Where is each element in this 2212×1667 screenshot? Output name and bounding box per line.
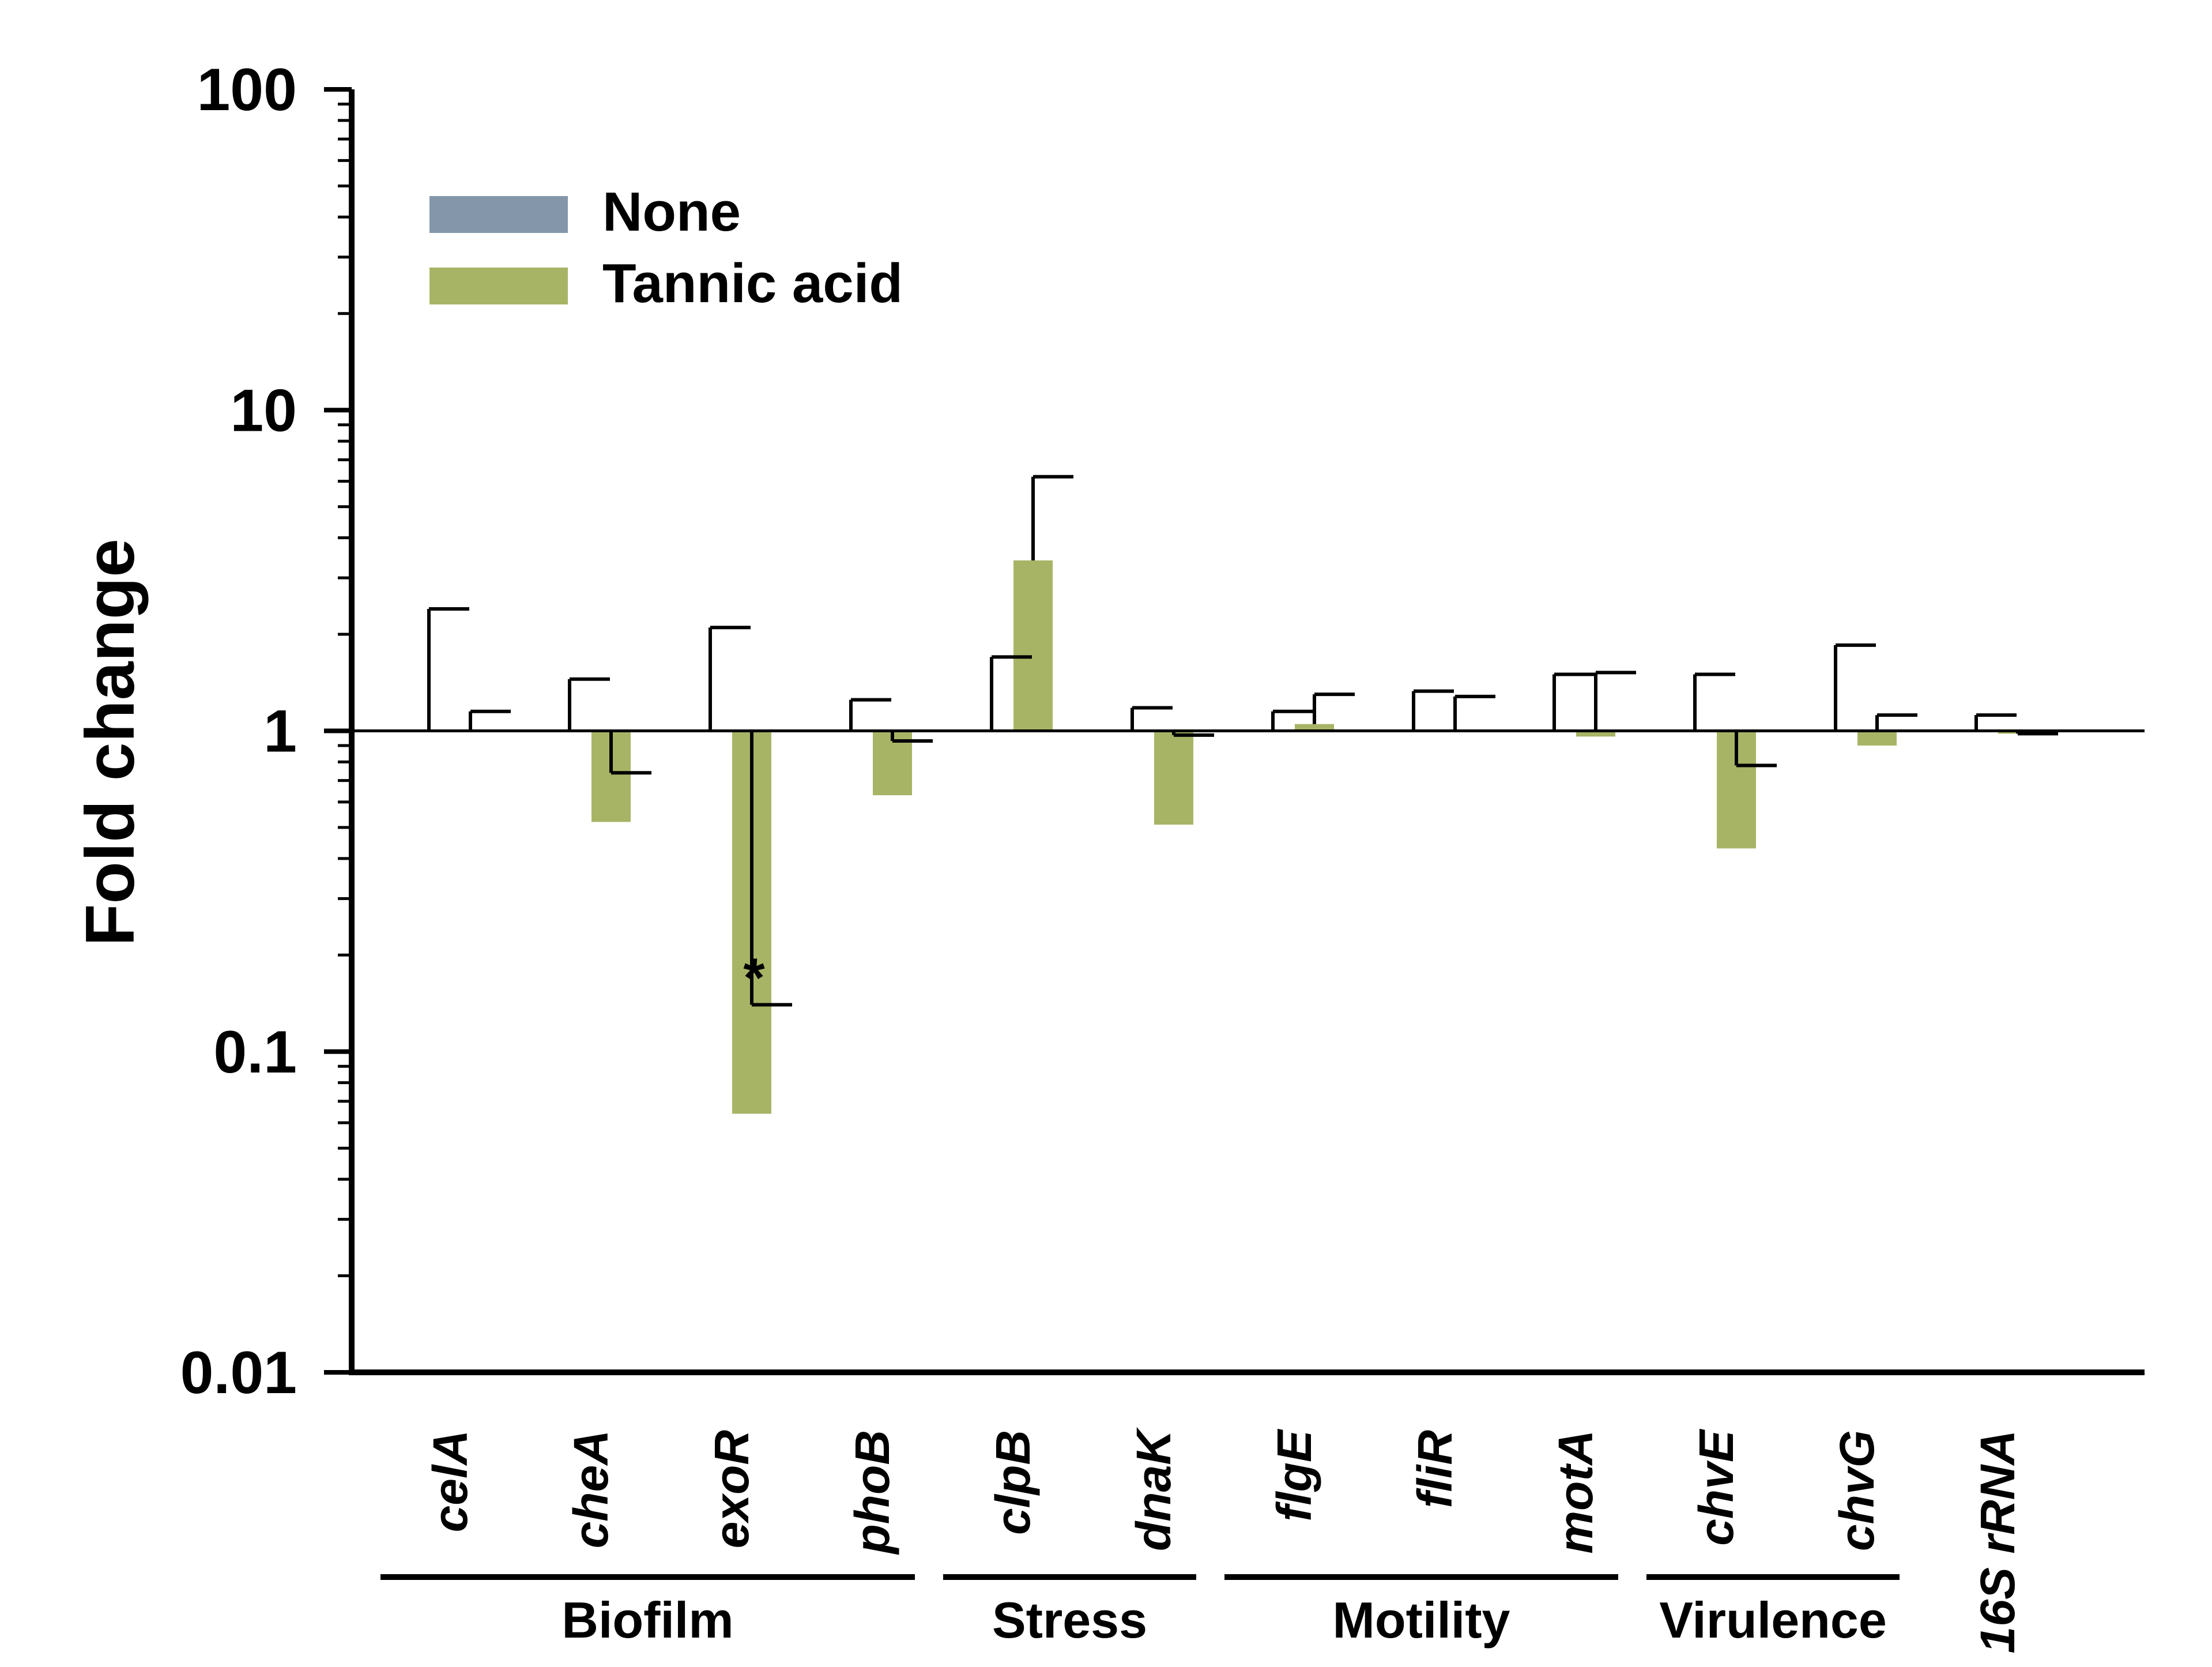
x-tick-label: motA	[1548, 1430, 1603, 1554]
bar-tannic-acid-dnaK	[1154, 731, 1193, 825]
group-label: Stress	[992, 1591, 1147, 1649]
significance-marker: *	[743, 947, 765, 1009]
legend-label: None	[602, 181, 741, 243]
x-tick-label: clpB	[986, 1430, 1040, 1535]
legend-label: Tannic acid	[602, 253, 903, 314]
x-tick-label: fliR	[1408, 1430, 1462, 1508]
x-tick-label: exoR	[704, 1430, 759, 1549]
legend: None Tannic acid	[429, 181, 903, 314]
legend-swatch	[429, 268, 568, 304]
x-tick-label: flgE	[1267, 1428, 1321, 1522]
y-tick-label: 1	[263, 698, 297, 765]
x-tick-label: dnaK	[1126, 1427, 1181, 1551]
y-tick-label: 0.1	[213, 1019, 297, 1086]
bar-tannic-acid-chvG	[1857, 731, 1897, 746]
labels: 100 10 1 0.1 0.01 Fold change celA cheA exoR phoB…	[71, 57, 2025, 1653]
y-axis-title: Fold change	[71, 539, 149, 946]
error-bars	[427, 475, 2058, 1007]
x-tick-label: 16S rRNA	[1970, 1430, 2025, 1653]
y-tick-label: 100	[197, 57, 297, 123]
group-label: Motility	[1333, 1591, 1510, 1649]
bar-tannic-acid-motA	[1576, 731, 1615, 737]
y-tick-label: 10	[230, 377, 297, 444]
x-tick-label: cheA	[564, 1430, 618, 1548]
bar-tannic-acid-flgE	[1295, 724, 1334, 731]
x-tick-label: phoB	[845, 1430, 899, 1555]
legend-swatch	[429, 196, 568, 233]
group-label: Biofilm	[562, 1591, 733, 1649]
x-tick-label: chvG	[1830, 1430, 1884, 1551]
y-tick-label: 0.01	[180, 1339, 297, 1406]
x-tick-label: celA	[423, 1430, 477, 1532]
group-label: Virulence	[1659, 1591, 1887, 1649]
x-tick-label: chvE	[1689, 1428, 1743, 1546]
bars	[409, 560, 2037, 1114]
bar-tannic-acid-clpB	[1013, 560, 1053, 731]
